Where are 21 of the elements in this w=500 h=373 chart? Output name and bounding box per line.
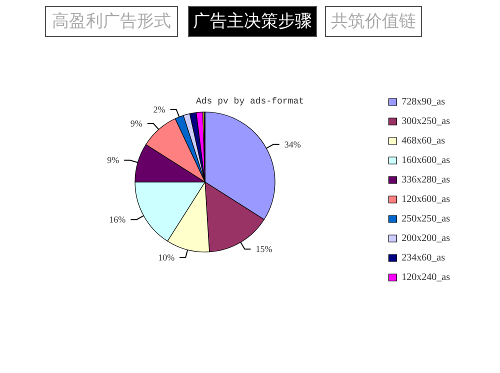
legend-label: 728x90_as (402, 96, 446, 108)
legend-label: 200x200_as (402, 233, 450, 244)
legend-label: 120x240_as (402, 272, 450, 283)
data-label: 16% (109, 214, 126, 225)
data-label: 9% (130, 118, 143, 128)
text: 广告主决策步骤 (193, 12, 312, 32)
legend-label: 234x60_as (402, 252, 446, 264)
data-label: 9% (107, 155, 120, 166)
legend-label: 120x600_as (402, 194, 450, 205)
data-label: 15% (256, 244, 273, 254)
data-label: 34% (284, 139, 302, 150)
legend-label: 468x60_as (402, 136, 446, 146)
text: 高盈利广告形式 (52, 12, 171, 32)
data-label: 2% (153, 104, 166, 114)
legend-label: 250x250_as (402, 214, 450, 224)
legend-label: 336x280_as (402, 174, 450, 186)
legend-label: 160x600_as (402, 155, 450, 166)
legend-label: 300x250_as (402, 116, 450, 127)
chart-title: Ads pv by ads-format (196, 96, 304, 106)
data-label: 10% (158, 252, 176, 263)
text: 共筑价值链 (331, 12, 416, 32)
